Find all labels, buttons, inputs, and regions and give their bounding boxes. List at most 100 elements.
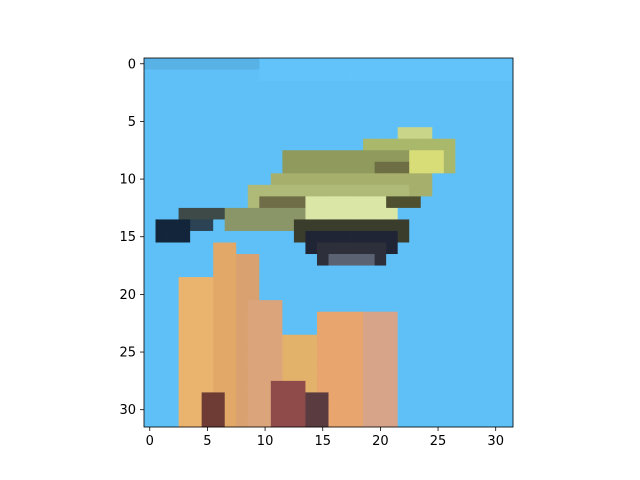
pixel-cell: [293, 346, 306, 359]
pixel-cell: [224, 403, 237, 416]
pixel-cell: [386, 403, 399, 416]
pixel-cell: [201, 69, 214, 82]
pixel-cell: [466, 115, 479, 128]
pixel-cell: [247, 92, 260, 105]
pixel-cell: [455, 254, 468, 266]
pixel-cell: [455, 161, 468, 174]
pixel-cell: [351, 161, 364, 174]
pixel-cell: [328, 392, 341, 405]
pixel-cell: [293, 415, 306, 428]
pixel-cell: [293, 380, 306, 393]
pixel-cell: [167, 184, 179, 197]
pixel-cell: [259, 415, 272, 428]
pixel-cell: [190, 173, 203, 186]
pixel-cell: [178, 334, 191, 347]
pixel-cell: [247, 230, 260, 243]
pixel-cell: [155, 104, 168, 117]
pixel-cell: [167, 69, 179, 82]
pixel-cell: [478, 300, 491, 313]
pixel-cell: [443, 58, 456, 70]
pixel-cell: [386, 69, 399, 82]
pixel-cell: [213, 288, 226, 301]
pixel-cell: [363, 288, 376, 301]
pixel-cell: [386, 150, 399, 163]
x-tick-label: 5: [203, 434, 211, 449]
pixel-cell: [328, 138, 341, 151]
pixel-cell: [190, 288, 203, 301]
pixel-cell: [386, 161, 399, 174]
pixel-cell: [270, 115, 283, 128]
pixel-cell: [178, 127, 191, 140]
pixel-cell: [420, 115, 433, 128]
pixel-cell: [167, 334, 179, 347]
pixel-cell: [478, 265, 491, 278]
pixel-cell: [420, 150, 433, 163]
pixel-cell: [282, 230, 295, 243]
pixel-cell: [178, 207, 191, 220]
pixel-cell: [420, 138, 433, 151]
pixel-cell: [374, 369, 387, 382]
pixel-cell: [236, 184, 249, 197]
pixel-cell: [374, 219, 387, 232]
pixel-cell: [397, 196, 410, 209]
pixel-cell: [363, 415, 376, 428]
pixel-cell: [178, 58, 191, 70]
pixel-cell: [432, 81, 445, 93]
pixel-cell: [224, 334, 237, 347]
pixel-cell: [201, 357, 214, 370]
pixel-cell: [247, 207, 260, 220]
pixel-cell: [213, 138, 226, 151]
pixel-cell: [351, 392, 364, 405]
pixel-cell: [305, 254, 318, 266]
pixel-cell: [501, 92, 514, 105]
pixel-cell: [270, 357, 283, 370]
pixel-cell: [236, 265, 249, 278]
pixel-cell: [432, 58, 445, 70]
pixel-cell: [201, 311, 214, 324]
pixel-cell: [167, 127, 179, 140]
pixel-cell: [351, 173, 364, 186]
pixel-cell: [247, 334, 260, 347]
pixel-cell: [259, 380, 272, 393]
pixel-cell: [305, 346, 318, 359]
pixel-cell: [293, 219, 306, 232]
pixel-cell: [178, 69, 191, 82]
pixel-cell: [213, 161, 226, 174]
pixel-cell: [340, 254, 352, 266]
pixel-cell: [155, 300, 168, 313]
pixel-cell: [259, 254, 272, 266]
pixel-cell: [293, 403, 306, 416]
pixel-cell: [328, 196, 341, 209]
pixel-cell: [201, 403, 214, 416]
pixel-cell: [397, 230, 410, 243]
pixel-cell: [489, 300, 502, 313]
pixel-cell: [155, 219, 168, 232]
pixel-cell: [259, 81, 272, 93]
pixel-cell: [224, 392, 237, 405]
pixel-cell: [501, 346, 514, 359]
pixel-cell: [305, 403, 318, 416]
pixel-cell: [374, 357, 387, 370]
pixel-cell: [363, 92, 376, 105]
pixel-cell: [316, 380, 329, 393]
pixel-cell: [293, 265, 306, 278]
pixel-cell: [455, 288, 468, 301]
pixel-cell: [478, 115, 491, 128]
pixel-cell: [351, 92, 364, 105]
pixel-cell: [293, 254, 306, 266]
pixel-cell: [305, 230, 318, 243]
pixel-cell: [155, 403, 168, 416]
pixel-cell: [316, 300, 329, 313]
pixel-cell: [270, 92, 283, 105]
pixel-cell: [363, 219, 376, 232]
pixel-cell: [282, 403, 295, 416]
pixel-cell: [420, 323, 433, 336]
pixel-cell: [167, 323, 179, 336]
pixel-cell: [386, 415, 399, 428]
pixel-cell: [224, 369, 237, 382]
pixel-cell: [386, 219, 399, 232]
pixel-cell: [455, 219, 468, 232]
pixel-cell: [247, 184, 260, 197]
pixel-cell: [305, 138, 318, 151]
pixel-cell: [455, 207, 468, 220]
